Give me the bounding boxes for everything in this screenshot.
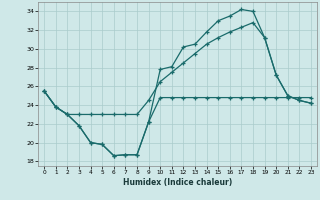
X-axis label: Humidex (Indice chaleur): Humidex (Indice chaleur) — [123, 178, 232, 187]
